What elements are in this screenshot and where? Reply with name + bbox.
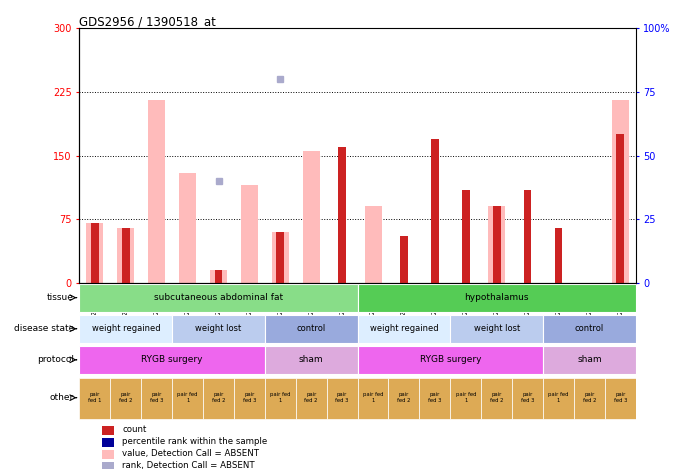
Text: control: control	[575, 324, 604, 333]
Text: rank, Detection Call = ABSENT: rank, Detection Call = ABSENT	[122, 461, 255, 470]
Text: pair
fed 3: pair fed 3	[243, 392, 256, 403]
Bar	[431, 138, 439, 283]
Bar	[543, 378, 574, 419]
Text: pair
fed 2: pair fed 2	[490, 392, 504, 403]
Text: pair
fed 3: pair fed 3	[428, 392, 442, 403]
Bar	[327, 378, 358, 419]
Bar	[86, 223, 104, 283]
Text: pair
fed 1: pair fed 1	[88, 392, 102, 403]
Text: weight lost: weight lost	[196, 324, 242, 333]
Bar	[79, 284, 358, 312]
Text: weight lost: weight lost	[473, 324, 520, 333]
Text: percentile rank within the sample: percentile rank within the sample	[122, 438, 267, 447]
Text: pair
fed 2: pair fed 2	[119, 392, 133, 403]
Bar	[102, 450, 114, 459]
Bar	[605, 378, 636, 419]
Bar	[451, 378, 481, 419]
Bar	[419, 378, 451, 419]
Bar	[272, 232, 289, 283]
Text: sham: sham	[299, 356, 323, 365]
Bar	[141, 378, 172, 419]
Bar	[203, 378, 234, 419]
Text: tissue: tissue	[47, 293, 74, 302]
Bar	[488, 207, 505, 283]
Bar	[276, 232, 284, 283]
Bar	[172, 378, 203, 419]
Bar	[612, 100, 629, 283]
Bar	[117, 228, 134, 283]
Bar	[555, 228, 562, 283]
Bar	[303, 151, 320, 283]
Bar	[111, 378, 141, 419]
Bar	[91, 223, 99, 283]
Text: GDS2956 / 1390518_at: GDS2956 / 1390518_at	[79, 16, 216, 28]
Bar	[234, 378, 265, 419]
Text: other: other	[50, 393, 74, 402]
Text: pair fed
1: pair fed 1	[270, 392, 291, 403]
Bar	[493, 207, 500, 283]
Bar	[543, 315, 636, 343]
Bar	[400, 236, 408, 283]
Bar	[358, 315, 451, 343]
Text: pair
fed 2: pair fed 2	[397, 392, 410, 403]
Bar	[462, 190, 470, 283]
Text: pair
fed 2: pair fed 2	[211, 392, 225, 403]
Bar	[210, 270, 227, 283]
Bar	[102, 426, 114, 435]
Bar	[543, 346, 636, 374]
Bar	[365, 207, 381, 283]
Bar	[574, 378, 605, 419]
Bar	[102, 438, 114, 447]
Bar	[265, 378, 296, 419]
Bar	[79, 378, 111, 419]
Bar	[451, 315, 543, 343]
Bar	[149, 100, 165, 283]
Bar	[296, 378, 327, 419]
Bar	[358, 378, 388, 419]
Bar	[339, 147, 346, 283]
Bar	[358, 284, 636, 312]
Bar	[215, 270, 223, 283]
Bar	[179, 173, 196, 283]
Text: hypothalamus: hypothalamus	[464, 293, 529, 302]
Text: disease state: disease state	[14, 324, 74, 333]
Text: pair
fed 3: pair fed 3	[614, 392, 627, 403]
Text: pair
fed 3: pair fed 3	[521, 392, 534, 403]
Text: value, Detection Call = ABSENT: value, Detection Call = ABSENT	[122, 449, 259, 458]
Text: count: count	[122, 425, 146, 434]
Text: pair fed
1: pair fed 1	[363, 392, 384, 403]
Text: pair fed
1: pair fed 1	[455, 392, 476, 403]
Bar	[616, 135, 624, 283]
Bar	[102, 462, 114, 471]
Bar	[481, 378, 512, 419]
Text: pair fed
1: pair fed 1	[178, 392, 198, 403]
Text: pair fed
1: pair fed 1	[548, 392, 569, 403]
Bar	[122, 228, 130, 283]
Bar	[79, 315, 172, 343]
Text: RYGB surgery: RYGB surgery	[419, 356, 481, 365]
Text: pair
fed 2: pair fed 2	[305, 392, 318, 403]
Bar	[265, 315, 358, 343]
Text: subcutaneous abdominal fat: subcutaneous abdominal fat	[154, 293, 283, 302]
Bar	[241, 185, 258, 283]
Bar	[172, 315, 265, 343]
Text: pair
fed 3: pair fed 3	[335, 392, 349, 403]
Bar	[524, 190, 531, 283]
Bar	[388, 378, 419, 419]
Bar	[358, 346, 543, 374]
Text: weight regained: weight regained	[91, 324, 160, 333]
Text: protocol: protocol	[37, 356, 74, 365]
Text: pair
fed 2: pair fed 2	[583, 392, 596, 403]
Text: RYGB surgery: RYGB surgery	[142, 356, 203, 365]
Text: weight regained: weight regained	[370, 324, 438, 333]
Text: sham: sham	[577, 356, 602, 365]
Bar	[512, 378, 543, 419]
Text: pair
fed 3: pair fed 3	[150, 392, 163, 403]
Text: control: control	[296, 324, 326, 333]
Bar	[79, 346, 265, 374]
Bar	[265, 346, 358, 374]
